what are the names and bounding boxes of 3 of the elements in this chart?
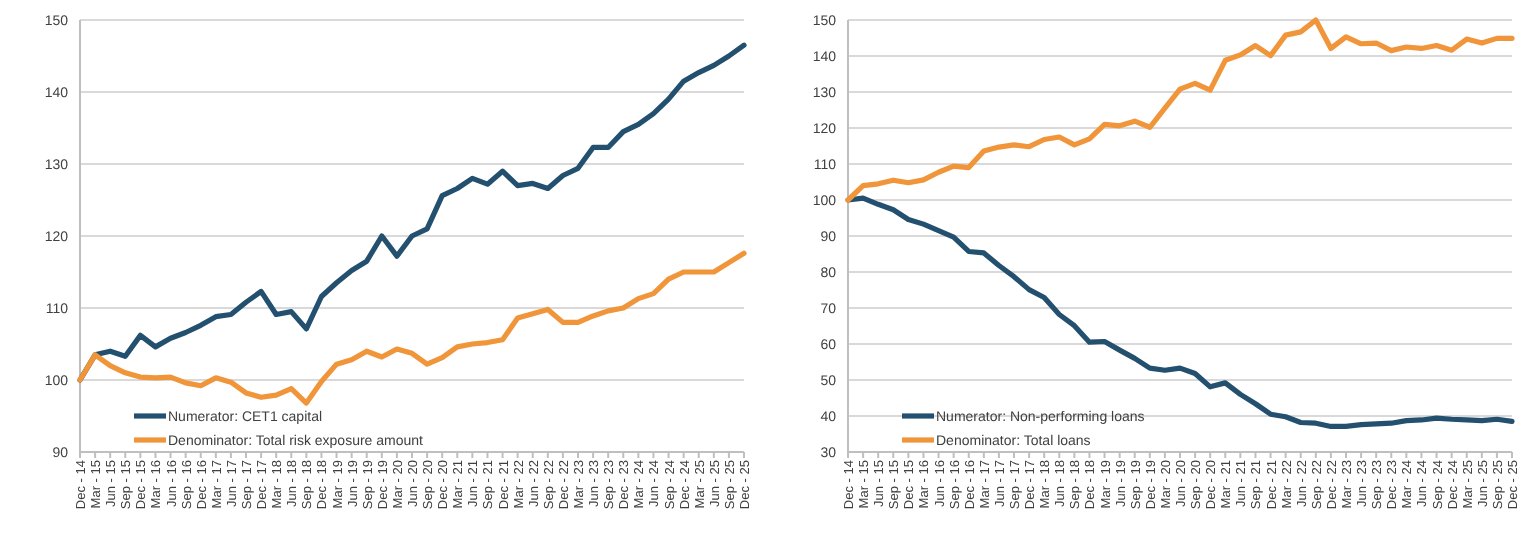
line-series — [845, 195, 1515, 430]
line-series — [845, 17, 1515, 203]
line-series — [77, 250, 747, 406]
